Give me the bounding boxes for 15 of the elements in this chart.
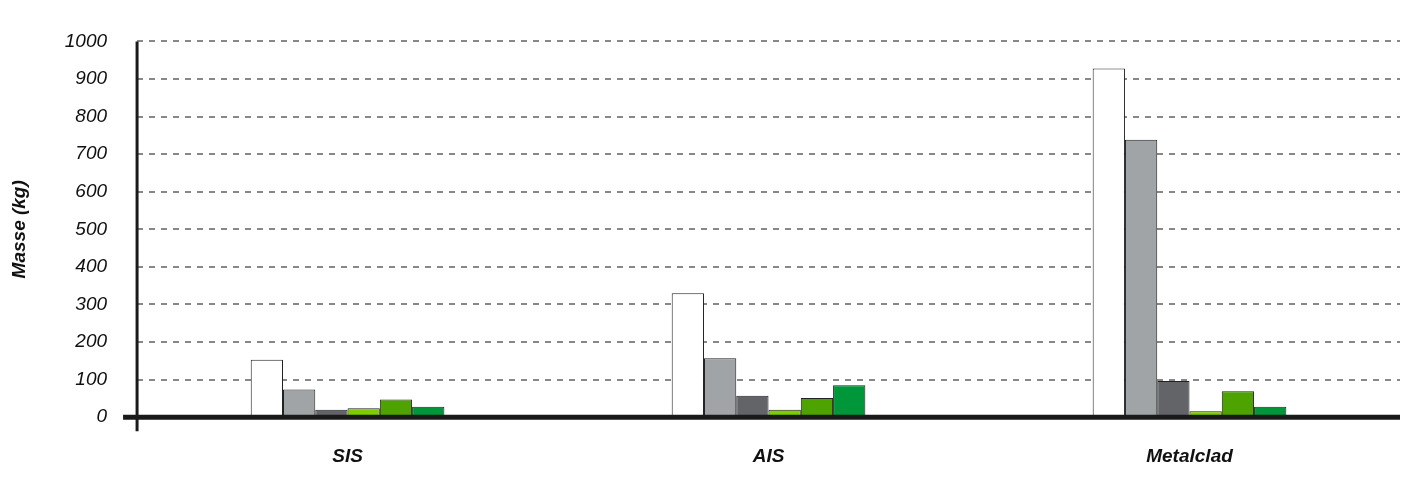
y-tick-label: 300 [75, 292, 108, 314]
y-tick-label: 1000 [64, 29, 108, 51]
y-tick-label: 800 [75, 104, 108, 126]
x-tick-label: SIS [332, 444, 364, 466]
y-tick-label: 500 [75, 217, 108, 239]
y-tick-label: 700 [75, 142, 108, 164]
y-tick-label: 400 [75, 255, 108, 277]
y-axis-title: Masse (kg) [7, 180, 29, 279]
y-tick-label: 600 [75, 180, 108, 201]
y-tick-label: 0 [96, 405, 108, 427]
y-tick-label: 200 [74, 330, 108, 352]
x-tick-label: AIS [751, 444, 785, 466]
x-tick-label: Metalclad [1146, 444, 1234, 466]
y-tick-label: 100 [75, 367, 108, 389]
y-tick-label: 900 [75, 67, 108, 89]
